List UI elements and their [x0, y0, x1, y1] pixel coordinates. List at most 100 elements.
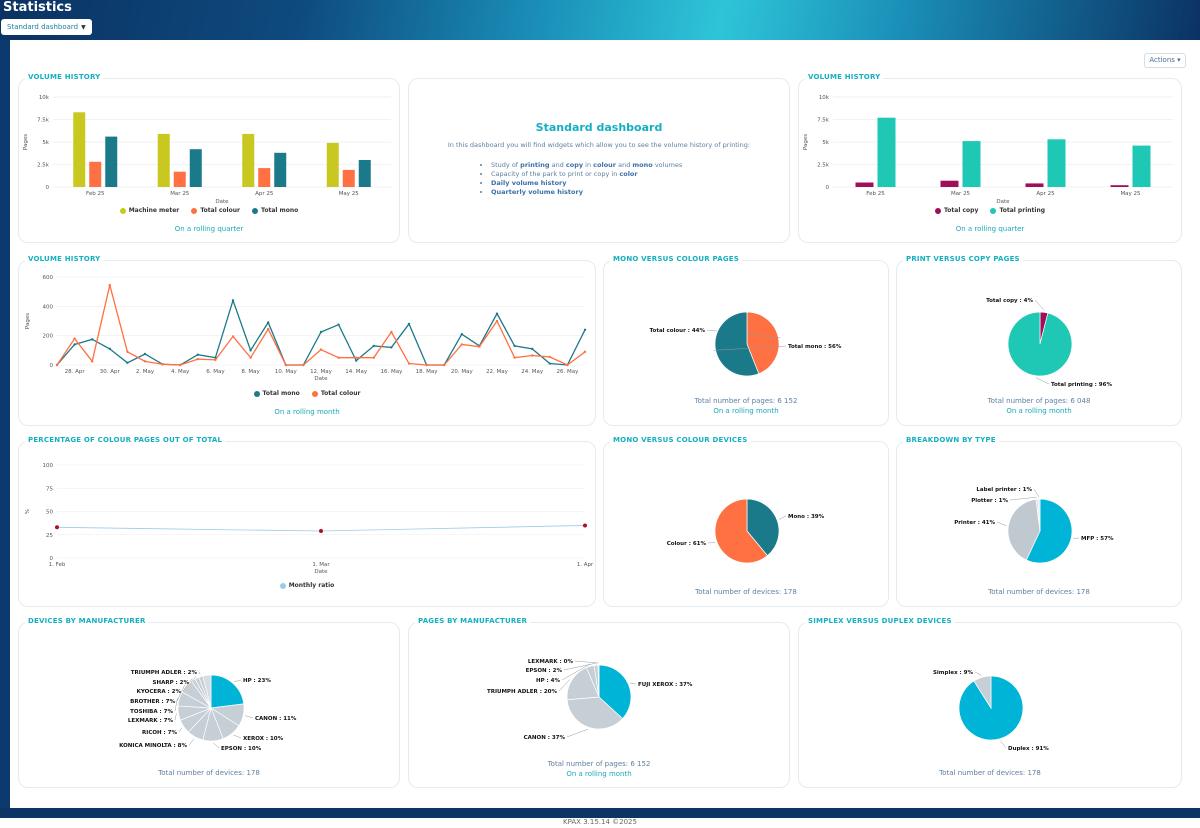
- y-tick-label: 5k: [42, 140, 49, 146]
- legend-total-printing[interactable]: Total printing: [990, 207, 1045, 214]
- pie-leader: [558, 679, 571, 692]
- y-axis-label: Pages: [25, 313, 31, 329]
- pie-leader: [1034, 299, 1045, 311]
- data-point: [390, 346, 393, 349]
- pie-label: Mono : 39%: [788, 514, 825, 520]
- card-title: VOLUME HISTORY: [25, 255, 104, 263]
- x-tick-label: 24. May: [521, 369, 544, 375]
- pie-slice: [958, 675, 1024, 741]
- legend: Monthly ratio: [19, 582, 595, 589]
- data-point: [355, 359, 358, 362]
- data-point: [548, 355, 551, 359]
- x-tick-label: 14. May: [345, 369, 368, 375]
- pie-mono-vs-colour-devices: Mono : 39% Colour : 61%: [667, 498, 825, 564]
- pie-leader: [234, 679, 242, 682]
- legend-total-copy[interactable]: Total copy: [934, 207, 978, 214]
- rolling-note: On a rolling month: [566, 770, 632, 778]
- card-volume-history-3: VOLUME HISTORY 0 200 400 600 Pages Date 28. Ap…: [18, 255, 596, 426]
- pie-leader: [996, 521, 1007, 526]
- pie-slice: [210, 674, 245, 709]
- legend-total-mono[interactable]: Total mono: [253, 390, 300, 397]
- dashboard-select[interactable]: Standard dashboard ▼: [1, 19, 92, 35]
- total-devices: Total number of devices: 178: [939, 769, 1041, 777]
- card-title: PERCENTAGE OF COLOUR PAGES OUT OF TOTAL: [25, 436, 226, 444]
- data-point: [267, 321, 270, 324]
- data-point: [319, 529, 323, 534]
- pie-leader: [213, 742, 220, 749]
- pie-slice: [1025, 498, 1073, 564]
- card-intro: Standard dashboard In this dashboard you…: [408, 78, 790, 243]
- x-tick-label: 4. May: [171, 369, 190, 375]
- legend-machine-meter[interactable]: Machine meter: [119, 207, 179, 214]
- card-breakdown-by-type: BREAKDOWN BY TYPE MFP : 57% Printer : 41%…: [896, 436, 1182, 607]
- y-tick-label: 0: [826, 185, 830, 191]
- data-point: [108, 283, 112, 287]
- version-label: KPAX 3.15.14 ©2025: [563, 818, 637, 826]
- y-tick-label: 0: [46, 185, 50, 191]
- legend-monthly-ratio[interactable]: Monthly ratio: [279, 582, 334, 589]
- data-point: [91, 360, 94, 363]
- x-axis-label: Date: [215, 199, 229, 205]
- total-devices: Total number of devices: 178: [158, 769, 260, 777]
- pie-slice: [714, 311, 760, 377]
- card-title: VOLUME HISTORY: [25, 73, 104, 81]
- bar: [89, 161, 102, 187]
- data-point: [583, 328, 587, 331]
- pie-leader: [245, 715, 254, 719]
- x-tick-label: 1. Apr: [577, 562, 594, 568]
- card-mono-vs-colour-devices: MONO VERSUS COLOUR DEVICES Mono : 39% Col…: [603, 436, 889, 607]
- pie-simplex-vs-duplex: Duplex : 91% Simplex : 9%: [933, 670, 1049, 752]
- actions-button[interactable]: Actions ▾: [1144, 53, 1186, 68]
- pie-label: Total mono : 56%: [788, 344, 842, 350]
- pie-leader: [198, 671, 201, 675]
- y-tick-label: 7.5k: [37, 118, 50, 124]
- pie-label: HP : 4%: [536, 678, 560, 684]
- intro-text: In this dashboard you will find widgets …: [447, 141, 751, 149]
- x-tick-label: Mar 25: [170, 191, 190, 197]
- legend-total-colour[interactable]: Total colour: [191, 207, 240, 214]
- chart-volume-history-2: 0 2.5k 5k 7.5k 10k Pages Date Feb 25 Mar 25 Apr 2…: [803, 95, 1173, 205]
- y-tick-label: 5k: [822, 140, 829, 146]
- x-tick-label: 1. Feb: [49, 562, 66, 568]
- y-axis-label: Pages: [803, 134, 809, 150]
- card-devices-by-manufacturer: DEVICES BY MANUFACTURER HP : 23% CANON : …: [18, 617, 400, 788]
- chart-volume-history-1: 0 2.5k 5k 7.5k 10k Pages Date Feb 25 Mar 25 Apr 2…: [23, 95, 391, 205]
- pie-slice: [973, 675, 992, 710]
- rolling-note: On a rolling month: [713, 407, 779, 415]
- data-point: [249, 356, 252, 359]
- chart-percentage-colour: 0 25 50 75 100% Date 1. Feb 1. Mar 1. Apr: [25, 463, 594, 575]
- data-point: [337, 356, 340, 359]
- data-point: [478, 345, 481, 348]
- x-tick-label: May 25: [1120, 191, 1141, 197]
- pie-leader: [178, 727, 183, 733]
- pie-leader: [574, 660, 599, 664]
- y-tick-label: 7.5k: [817, 118, 830, 124]
- bar: [855, 182, 874, 187]
- series-line: [56, 284, 586, 366]
- pie-label: Duplex : 91%: [1008, 746, 1049, 752]
- legend-total-mono[interactable]: Total mono: [252, 207, 298, 214]
- card-volume-history-1: VOLUME HISTORY 0 2.5k 5k 7.5k 10k Pages Date Fe…: [18, 73, 400, 243]
- data-point: [143, 352, 147, 356]
- pie-leader: [566, 728, 589, 738]
- intro-item: Capacity of the park to print or copy in…: [491, 170, 682, 179]
- card-volume-history-2: VOLUME HISTORY 0 2.5k 5k 7.5k 10k Pages Date Fe…: [798, 73, 1182, 243]
- pie-breakdown-by-type: MFP : 57% Printer : 41% Plotter : 1% Label …: [954, 487, 1114, 564]
- y-tick-label: 75: [46, 486, 53, 492]
- total-pages: Total number of pages: 6 048: [987, 397, 1091, 405]
- pie-slice: [566, 667, 600, 701]
- legend-total-colour[interactable]: Total colour: [311, 390, 360, 397]
- pie-slice: [566, 696, 624, 730]
- pie-leader: [174, 713, 177, 721]
- pie-label: EPSON : 10%: [221, 746, 262, 752]
- x-tick-label: 26. May: [556, 369, 579, 375]
- data-point: [513, 344, 516, 348]
- pie-slice: [202, 674, 212, 709]
- bar: [157, 133, 170, 187]
- x-tick-label: 28. Apr: [65, 369, 86, 375]
- pie-label: TOSHIBA : 7%: [130, 709, 173, 715]
- chart-volume-history-3: 0 200 400 600 Pages Date 28. Apr 30. Apr 2. May 4…: [25, 275, 587, 382]
- rolling-note: On a rolling month: [274, 408, 340, 416]
- pie-label: BROTHER : 7%: [130, 699, 175, 705]
- pie-leader: [1000, 740, 1007, 749]
